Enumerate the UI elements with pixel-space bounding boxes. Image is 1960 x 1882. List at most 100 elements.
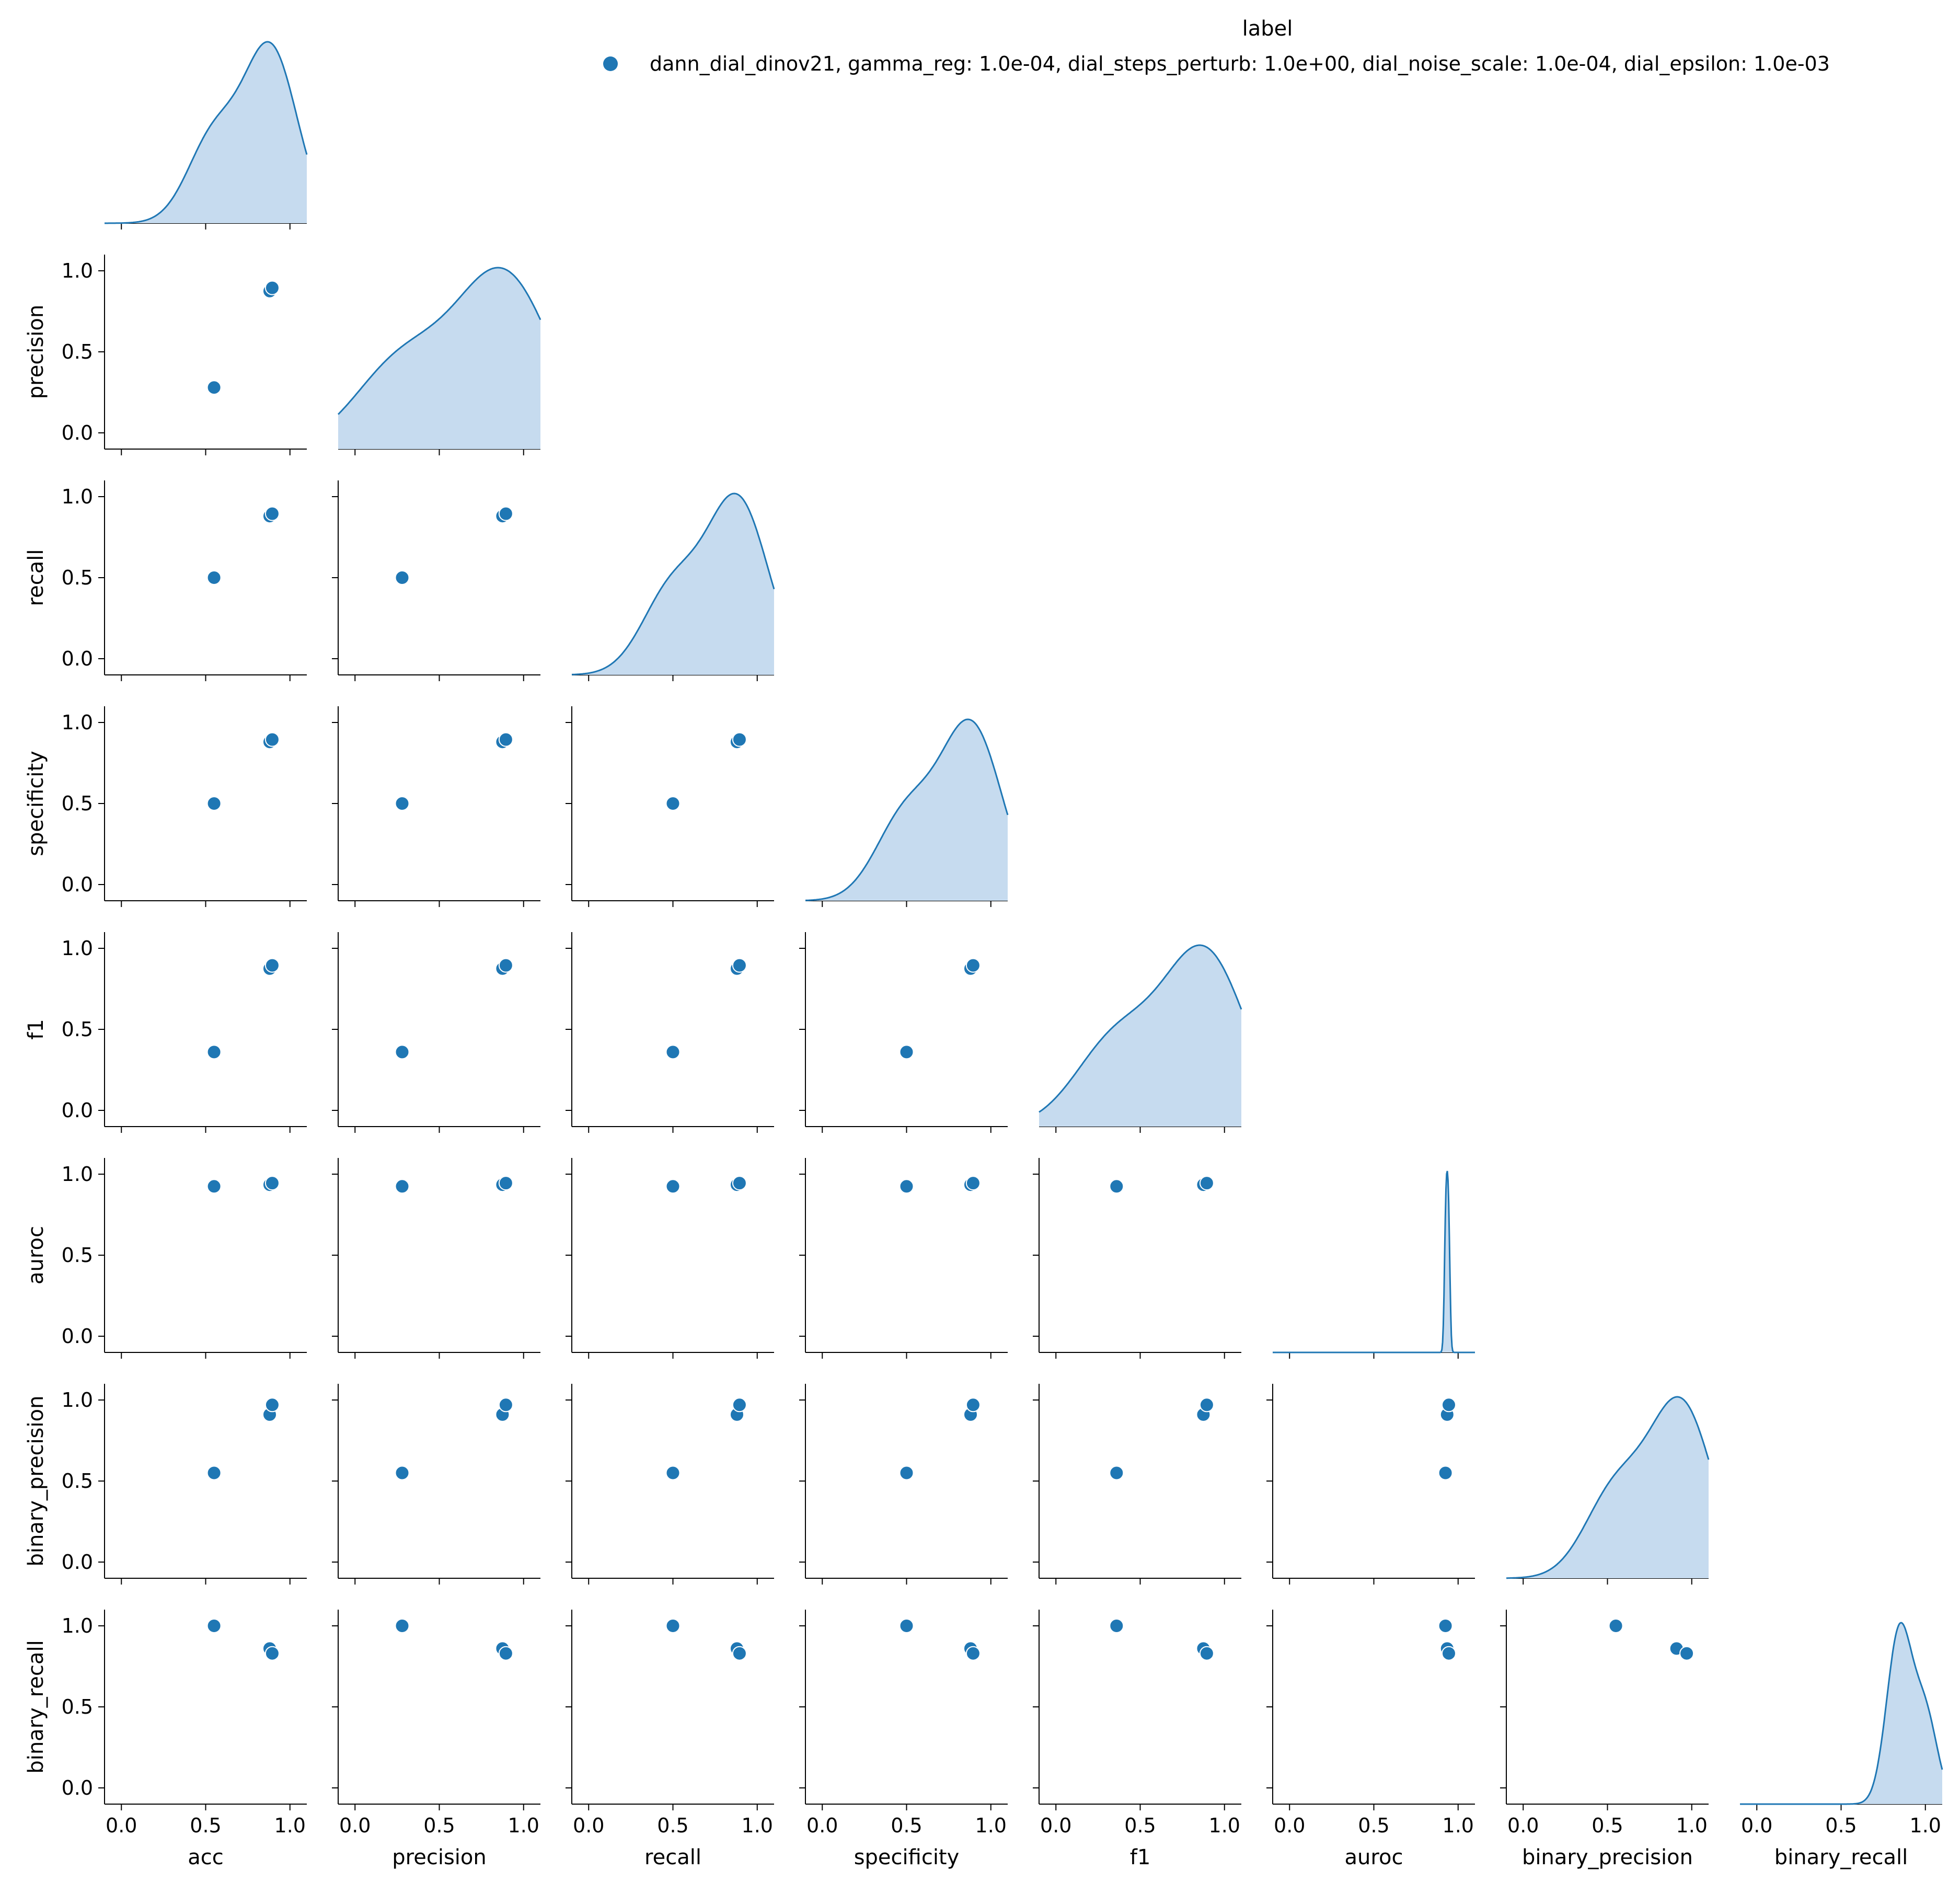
x-tick-label: 1.0 — [1910, 1814, 1941, 1837]
data-point — [732, 732, 747, 747]
x-tick-label: 1.0 — [975, 1814, 1007, 1837]
data-point — [1442, 1646, 1456, 1661]
panel-recall-vs-acc: 0.0 0.5 1.0 recall — [24, 480, 307, 681]
panel-recall-vs-recall — [571, 492, 775, 681]
data-point — [1438, 1465, 1453, 1481]
data-point — [395, 796, 410, 811]
kde-line — [1506, 1396, 1710, 1579]
y-tick-label: 0.0 — [62, 1776, 93, 1799]
x-tick-label: 0.5 — [1358, 1814, 1389, 1837]
data-point — [206, 1619, 222, 1633]
y-tick-label: 0.5 — [62, 340, 93, 363]
panel-specificity-vs-precision — [332, 706, 540, 907]
data-point — [665, 1179, 681, 1194]
kde-area — [572, 494, 774, 675]
x-tick-label: 0.5 — [1825, 1814, 1857, 1837]
x-tick-label: 0.5 — [190, 1814, 221, 1837]
x-tick-label: 0.5 — [423, 1814, 455, 1837]
kde-line — [337, 267, 541, 415]
panel-binary_recall-vs-precision: 0.0 0.5 1.0 precision — [332, 1610, 540, 1869]
y-tick-label: 0.0 — [62, 1099, 93, 1122]
y-tick-label: 0.5 — [62, 1244, 93, 1267]
panel-auroc-vs-recall — [566, 1158, 774, 1359]
data-point — [395, 570, 410, 585]
data-point — [395, 1619, 410, 1633]
data-point — [1199, 1176, 1214, 1191]
panel-specificity-vs-acc: 0.0 0.5 1.0 specificity — [24, 706, 307, 907]
y-tick-label: 0.0 — [62, 873, 93, 896]
y-tick-label: 1.0 — [62, 485, 93, 508]
x-tick-label: 0.0 — [1741, 1814, 1772, 1837]
data-point — [498, 1176, 513, 1191]
panel-precision-vs-acc: 0.0 0.5 1.0 precision — [24, 255, 307, 455]
data-point — [395, 1045, 410, 1060]
data-point — [899, 1619, 914, 1633]
kde-line — [1273, 1170, 1475, 1353]
x-axis-label: recall — [644, 1845, 701, 1869]
data-point — [665, 1465, 681, 1481]
x-axis-label: specificity — [854, 1845, 960, 1869]
data-point — [899, 1045, 914, 1060]
data-point — [1608, 1619, 1623, 1633]
data-point — [264, 506, 280, 521]
panel-auroc-vs-specificity — [799, 1158, 1008, 1359]
data-point — [732, 958, 747, 973]
x-tick-label: 0.5 — [657, 1814, 688, 1837]
panel-binary_recall-vs-auroc: 0.0 0.5 1.0 auroc — [1266, 1610, 1475, 1869]
panel-auroc-vs-precision — [332, 1158, 540, 1359]
data-point — [498, 1646, 513, 1661]
data-point — [206, 570, 222, 585]
x-tick-label: 0.5 — [1124, 1814, 1156, 1837]
data-point — [1679, 1646, 1694, 1661]
y-tick-label: 0.0 — [62, 1551, 93, 1574]
data-point — [732, 1397, 747, 1413]
x-tick-label: 0.0 — [1507, 1814, 1539, 1837]
x-tick-label: 0.0 — [806, 1814, 838, 1837]
panel-binary_precision-vs-precision — [332, 1384, 540, 1585]
panel-f1-vs-specificity — [799, 932, 1008, 1133]
panel-specificity-vs-specificity — [805, 718, 1009, 907]
data-point — [264, 1397, 280, 1413]
data-point — [965, 1646, 981, 1661]
panel-f1-vs-precision — [332, 932, 540, 1133]
data-point — [1199, 1646, 1214, 1661]
panel-binary_recall-vs-acc: 0.0 0.5 1.0 acc 0.0 0.5 1.0 binary_recall — [24, 1610, 307, 1869]
panel-f1-vs-recall — [566, 932, 774, 1133]
kde-line — [805, 718, 1009, 901]
panel-auroc-vs-f1 — [1033, 1158, 1241, 1359]
x-tick-label: 0.0 — [573, 1814, 604, 1837]
data-point — [206, 1465, 222, 1481]
x-tick-label: 0.0 — [106, 1814, 137, 1837]
data-point — [665, 1045, 681, 1060]
data-point — [264, 958, 280, 973]
panel-binary_recall-vs-recall: 0.0 0.5 1.0 recall — [566, 1610, 774, 1869]
data-point — [206, 380, 222, 395]
panel-binary_recall-vs-f1: 0.0 0.5 1.0 f1 — [1033, 1610, 1241, 1869]
x-tick-label: 1.0 — [742, 1814, 773, 1837]
panel-auroc-vs-auroc — [1273, 1170, 1475, 1359]
data-point — [395, 1465, 410, 1481]
x-axis-label: binary_recall — [1774, 1845, 1908, 1869]
panel-binary_precision-vs-acc: 0.0 0.5 1.0 binary_precision — [24, 1384, 307, 1585]
y-tick-label: 1.0 — [62, 1614, 93, 1637]
y-tick-label: 1.0 — [62, 937, 93, 960]
y-axis-label: binary_recall — [24, 1640, 48, 1773]
x-tick-label: 0.5 — [891, 1814, 922, 1837]
legend-marker — [603, 56, 618, 71]
y-tick-label: 0.0 — [62, 647, 93, 670]
data-point — [206, 1179, 222, 1194]
data-point — [1109, 1465, 1124, 1481]
y-tick-label: 0.5 — [62, 1018, 93, 1041]
data-point — [899, 1179, 914, 1194]
y-axis-label: specificity — [24, 751, 48, 856]
data-point — [395, 1179, 410, 1194]
data-point — [1199, 1397, 1214, 1413]
data-point — [206, 1045, 222, 1060]
data-point — [264, 280, 280, 295]
data-point — [498, 1397, 513, 1413]
y-tick-label: 0.0 — [62, 421, 93, 444]
panel-binary_recall-vs-binary_precision: 0.0 0.5 1.0 binary_precision — [1500, 1610, 1709, 1869]
